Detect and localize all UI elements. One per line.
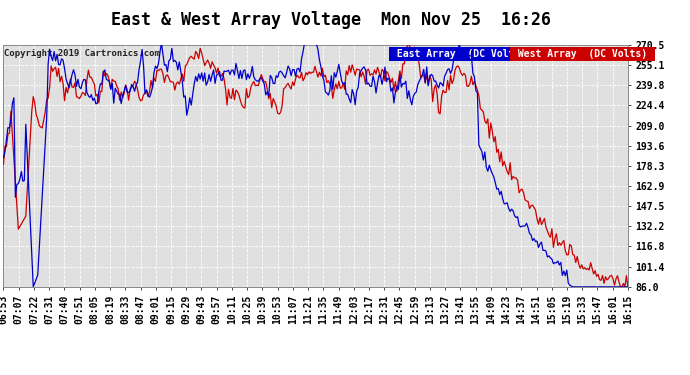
Text: West Array  (DC Volts): West Array (DC Volts) [513, 49, 653, 58]
Text: Copyright 2019 Cartronics.com: Copyright 2019 Cartronics.com [4, 49, 160, 58]
Text: East Array  (DC Volts): East Array (DC Volts) [391, 49, 531, 58]
Text: East & West Array Voltage  Mon Nov 25  16:26: East & West Array Voltage Mon Nov 25 16:… [111, 11, 551, 29]
